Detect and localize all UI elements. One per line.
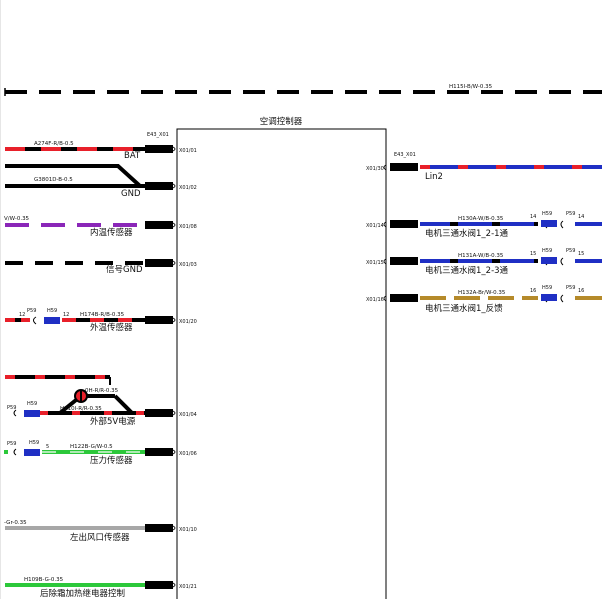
left-row-left-outlet: -Gr-0.35 左出风口传感器 X01/10 (4, 520, 197, 543)
svg-text:H59: H59 (27, 401, 37, 407)
left-row-ext-5v: P59 H59 0H-R/R-0.35 H110I-R/R-0.35 外部5V电… (5, 375, 197, 427)
wire-label: H132A-Br/W-0.35 (458, 290, 506, 296)
connector-pin (145, 316, 173, 324)
svg-text:12: 12 (63, 312, 69, 318)
wire-label: 0H-R/R-0.35 (85, 388, 119, 394)
pin-label: X01/30 (366, 166, 384, 172)
svg-text:16: 16 (578, 288, 584, 294)
svg-text:5: 5 (46, 444, 49, 450)
left-row-gnd: G3801D-B-0.5 GND X01/02 (5, 164, 197, 199)
pin-label: X01/10 (179, 527, 197, 533)
pin-label: X01/15 (366, 260, 384, 266)
wire-label: H109B-G-0.35 (24, 577, 64, 583)
pin-label: X01/03 (179, 262, 197, 268)
signal-label: 外部5V电源 (90, 416, 136, 427)
wire-label: G3801D-B-0.5 (34, 177, 73, 183)
right-connector-name: E43_X01 (394, 152, 416, 158)
svg-text:14: 14 (578, 214, 584, 220)
svg-text:P59: P59 (7, 405, 16, 411)
connector-pin (390, 220, 418, 228)
connector-pin (145, 145, 173, 153)
left-connector-name: E43_X01 (147, 132, 169, 138)
left-row-signal-gnd: 信号GND X01/03 (5, 259, 197, 275)
signal-label: 压力传感器 (90, 455, 133, 466)
pin-label: X01/21 (179, 584, 197, 590)
svg-text:H59: H59 (29, 440, 39, 446)
svg-text:P59: P59 (566, 285, 575, 291)
wire-label: H131A-W/B-0.35 (458, 253, 504, 259)
svg-text:15: 15 (578, 251, 584, 257)
signal-label: Lin2 (425, 172, 443, 182)
signal-label: BAT (124, 151, 141, 161)
connector-pin (145, 221, 173, 229)
right-row-lin2: X01/30 Lin2 (366, 163, 602, 182)
connector-pin (390, 294, 418, 302)
signal-label: 电机三通水阀1_反馈 (425, 303, 503, 314)
svg-text:15: 15 (530, 251, 536, 257)
wire-label: V/W-0.35 (4, 216, 30, 222)
wire-label: A274F-R/B-0.5 (34, 141, 74, 147)
connector-pin (145, 259, 173, 267)
pin-label: X01/08 (179, 224, 197, 230)
svg-text:12: 12 (19, 312, 25, 318)
svg-text:H59: H59 (542, 211, 552, 217)
top-wire-label: H115I-B/W-0.35 (449, 84, 493, 90)
pin-label: X01/06 (179, 451, 197, 457)
wire-label: H130A-W/B-0.35 (458, 216, 504, 222)
svg-text:H59: H59 (542, 248, 552, 254)
connector-pin (390, 257, 418, 265)
svg-text:16: 16 (530, 288, 536, 294)
wire-label: H174B-R/B-0.35 (80, 312, 125, 318)
pin-label: X01/20 (179, 319, 197, 325)
signal-label: 左出风口传感器 (70, 532, 130, 543)
controller-title: 空调控制器 (260, 116, 303, 127)
connector-pin (145, 524, 173, 532)
wire-label: H122B-G/W-0.5 (70, 444, 113, 450)
connector-pin (145, 409, 173, 417)
left-row-pressure: P59 H59 5 H122B-G/W-0.5 压力传感器 X01/06 (4, 440, 197, 466)
svg-text:P59: P59 (27, 308, 36, 314)
controller-box (176, 128, 387, 599)
left-row-bat: A274F-R/B-0.5 BAT X01/01 (5, 141, 197, 161)
pin-label: X01/16 (366, 297, 384, 303)
signal-label: 内温传感器 (90, 227, 133, 238)
right-row-valve-2-3: X01/15 H131A-W/B-0.35 15 H59 P59 15 电机三通… (366, 248, 602, 276)
left-row-exterior-temp: 12 P59 H59 12 H174B-R/B-0.35 外温传感器 X01/2… (5, 308, 197, 333)
svg-text:H59: H59 (542, 285, 552, 291)
wire-label: -Gr-0.35 (4, 520, 27, 526)
signal-label: 电机三通水阀1_2-1通 (425, 228, 509, 239)
signal-label: 后除霜加热继电器控制 (40, 588, 125, 599)
signal-label: 电机三通水阀1_2-3通 (425, 265, 509, 276)
connector-pin (390, 163, 418, 171)
left-row-rear-defrost: H109B-G-0.35 后除霜加热继电器控制 X01/21 (5, 577, 197, 599)
signal-label: 外温传感器 (90, 322, 133, 333)
svg-text:14: 14 (530, 214, 536, 220)
wire-label: H110I-R/R-0.35 (60, 406, 102, 412)
pin-label: X01/01 (179, 148, 197, 154)
pin-label: X01/02 (179, 185, 197, 191)
pin-label: X01/14 (366, 223, 384, 229)
signal-label: 信号GND (106, 264, 143, 275)
right-row-valve-2-1: X01/14 H130A-W/B-0.35 14 H59 P59 14 电机三通… (366, 211, 602, 239)
svg-text:P59: P59 (7, 441, 16, 447)
pin-label: X01/04 (179, 412, 197, 418)
connector-pin (145, 448, 173, 456)
svg-text:P59: P59 (566, 211, 575, 217)
left-row-interior-temp: V/W-0.35 内温传感器 X01/08 (4, 216, 197, 238)
connector-pin (145, 581, 173, 589)
connector-pin (145, 182, 173, 190)
signal-label: GND (121, 189, 141, 199)
svg-text:P59: P59 (566, 248, 575, 254)
right-row-valve-feedback: X01/16 H132A-Br/W-0.35 16 H59 P59 16 电机三… (366, 285, 602, 314)
svg-text:H59: H59 (47, 308, 57, 314)
